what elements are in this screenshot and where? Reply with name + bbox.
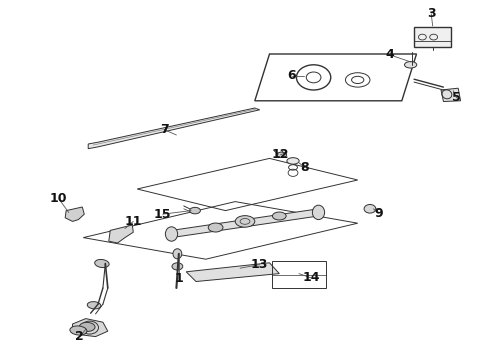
- Polygon shape: [73, 319, 108, 337]
- Ellipse shape: [208, 223, 223, 232]
- Text: 14: 14: [302, 271, 320, 284]
- Ellipse shape: [404, 62, 416, 68]
- Ellipse shape: [165, 227, 177, 241]
- Ellipse shape: [70, 326, 87, 335]
- Ellipse shape: [87, 302, 101, 309]
- Text: 4: 4: [385, 48, 394, 61]
- Polygon shape: [88, 108, 260, 149]
- Polygon shape: [441, 88, 461, 102]
- Text: 9: 9: [374, 207, 383, 220]
- Ellipse shape: [95, 260, 109, 267]
- Text: 11: 11: [124, 215, 142, 228]
- Text: 2: 2: [75, 330, 84, 343]
- Polygon shape: [172, 209, 318, 238]
- Polygon shape: [109, 225, 133, 243]
- Bar: [272, 261, 326, 288]
- Ellipse shape: [277, 152, 287, 158]
- Circle shape: [364, 204, 376, 213]
- Ellipse shape: [235, 216, 255, 227]
- Ellipse shape: [313, 205, 325, 220]
- Ellipse shape: [287, 158, 299, 164]
- Ellipse shape: [173, 249, 182, 259]
- Ellipse shape: [272, 212, 286, 220]
- Polygon shape: [186, 263, 279, 282]
- Bar: [414, 27, 451, 47]
- Text: 5: 5: [452, 91, 461, 104]
- Ellipse shape: [79, 322, 95, 332]
- Text: 10: 10: [50, 192, 68, 205]
- Text: 1: 1: [174, 273, 183, 285]
- Text: 7: 7: [160, 123, 169, 136]
- Text: 12: 12: [271, 148, 289, 161]
- Text: 8: 8: [300, 161, 309, 174]
- Text: 6: 6: [287, 69, 296, 82]
- Text: 13: 13: [251, 258, 269, 271]
- Text: 3: 3: [427, 7, 436, 20]
- Ellipse shape: [172, 263, 183, 270]
- Text: 15: 15: [154, 208, 172, 221]
- Ellipse shape: [190, 207, 200, 214]
- Polygon shape: [65, 207, 84, 221]
